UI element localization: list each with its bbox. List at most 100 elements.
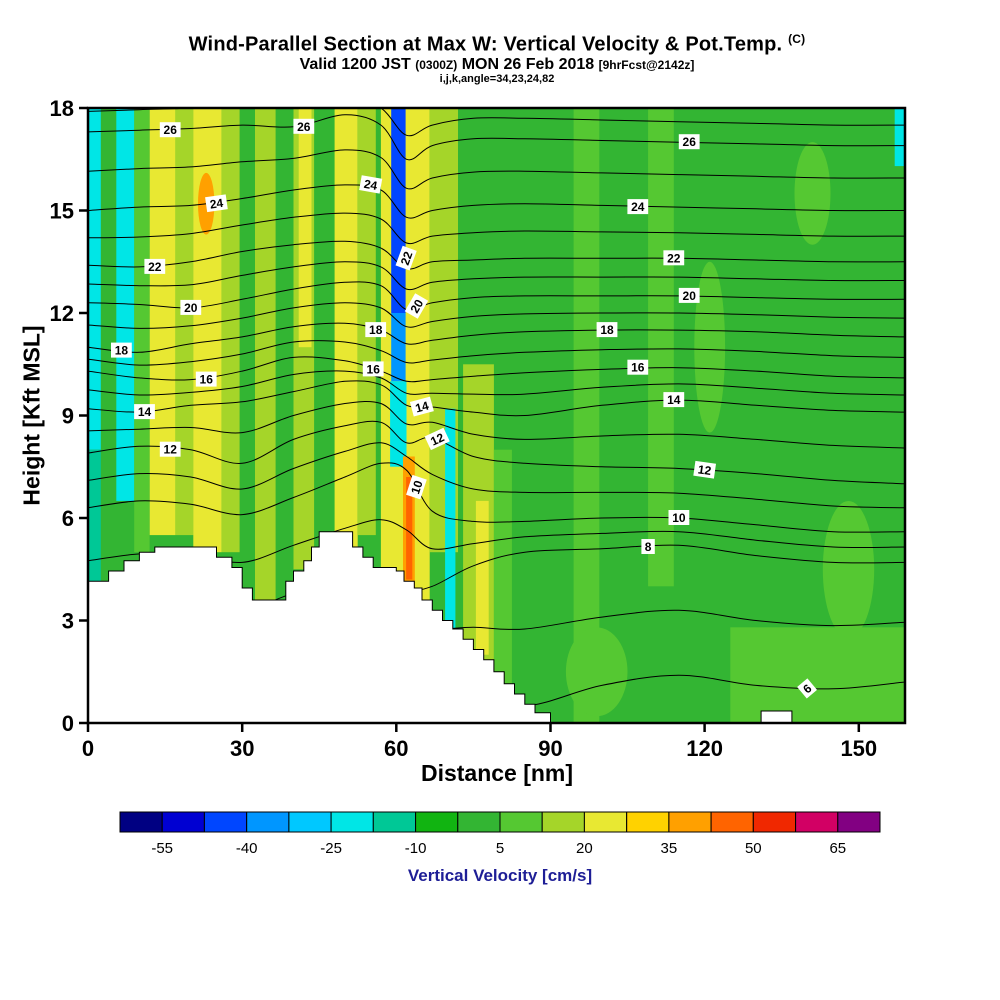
svg-text:18: 18 xyxy=(369,323,383,337)
vv-band xyxy=(493,449,512,723)
vv-blob xyxy=(565,627,628,717)
theta-contour xyxy=(88,356,905,383)
contour-label: 14 xyxy=(663,392,685,408)
vv-band xyxy=(88,108,101,450)
vv-band xyxy=(357,108,376,536)
theta-contour xyxy=(88,108,905,137)
colorbar-title: Vertical Velocity [cm/s] xyxy=(407,866,593,885)
colorbar-tick-label: -25 xyxy=(320,840,342,857)
vv-band xyxy=(88,449,101,604)
page-title: Wind-Parallel Section at Max W: Vertical… xyxy=(0,32,994,57)
colorbar-tick-label: 50 xyxy=(745,840,762,857)
vv-band xyxy=(334,108,358,553)
colorbar-segment xyxy=(161,811,205,833)
svg-text:16: 16 xyxy=(367,362,381,376)
svg-text:12: 12 xyxy=(697,462,712,478)
svg-text:14: 14 xyxy=(667,393,681,407)
colorbar-segment xyxy=(541,811,585,833)
colorbar-tick-label: -10 xyxy=(405,840,427,857)
theta-contour xyxy=(88,462,905,533)
vv-band xyxy=(255,108,276,604)
vv-band xyxy=(406,477,413,580)
valid-date: MON 26 Feb 2018 xyxy=(457,56,599,73)
colorbar-tick-label: 20 xyxy=(576,840,593,857)
contour-label: 20 xyxy=(180,299,202,315)
colorbar-segment xyxy=(246,811,290,833)
colorbar-segment xyxy=(330,811,374,833)
colorbar-tick-label: 35 xyxy=(661,840,678,857)
svg-text:12: 12 xyxy=(164,443,178,457)
y-tick-label: 3 xyxy=(62,609,74,634)
theta-contour xyxy=(88,400,905,449)
vv-band xyxy=(149,108,176,536)
colorbar-segment xyxy=(837,811,881,833)
svg-text:10: 10 xyxy=(672,511,686,525)
contour-label: 22 xyxy=(144,258,166,274)
colorbar-tick-label: -55 xyxy=(151,840,173,857)
svg-text:26: 26 xyxy=(164,123,178,137)
contour-label: 20 xyxy=(404,293,429,319)
valid-time-line: Valid 1200 JST (0300Z) MON 26 Feb 2018 [… xyxy=(0,56,994,74)
y-tick-label: 6 xyxy=(62,506,74,531)
colorbar-segment xyxy=(499,811,543,833)
contour-label: 14 xyxy=(409,396,434,417)
svg-text:22: 22 xyxy=(398,249,416,267)
colorbar-segment xyxy=(457,811,501,833)
colorbar-segment xyxy=(288,811,332,833)
plot-area: 26 24 22 20 18 16 14 12 26 24 22 20 18 16 14 12 10 26 24 22… xyxy=(88,108,905,723)
theta-contour xyxy=(88,442,905,509)
theta-contour xyxy=(88,370,905,396)
contour-label: 12 xyxy=(159,441,181,457)
theta-contour xyxy=(88,240,905,270)
svg-text:14: 14 xyxy=(414,398,431,415)
svg-text:22: 22 xyxy=(148,260,162,274)
svg-text:20: 20 xyxy=(184,301,198,315)
colorbar-segment xyxy=(710,811,754,833)
vv-blob xyxy=(822,501,875,638)
svg-text:26: 26 xyxy=(297,120,311,134)
vv-band xyxy=(894,108,905,167)
svg-text:24: 24 xyxy=(363,177,379,193)
y-tick-label: 18 xyxy=(50,96,74,121)
x-tick-label: 60 xyxy=(384,736,408,761)
vv-band xyxy=(116,108,135,501)
x-axis-title: Distance [nm] xyxy=(420,760,574,786)
terrain-patch xyxy=(760,710,793,723)
title-units: (C) xyxy=(788,32,806,46)
y-tick-label: 9 xyxy=(62,404,74,429)
contour-label: 8 xyxy=(641,539,655,554)
vv-band xyxy=(298,108,312,348)
valid-z-time: (0300Z) xyxy=(415,58,458,72)
vv-band xyxy=(730,627,905,723)
x-tick-label: 0 xyxy=(82,736,94,761)
contour-label: 26 xyxy=(678,134,700,150)
x-tick-label: 90 xyxy=(538,736,562,761)
contour-label: 24 xyxy=(627,199,649,215)
theta-contour xyxy=(88,149,905,190)
contour-label: 10 xyxy=(406,474,427,500)
svg-text:16: 16 xyxy=(631,361,645,375)
forecast-tag: [9hrFcst@2142z] xyxy=(598,58,695,72)
contour-label: 12 xyxy=(693,460,717,479)
contour-label: 6 xyxy=(797,678,818,699)
svg-text:18: 18 xyxy=(600,323,614,337)
y-tick-label: 15 xyxy=(50,199,74,224)
contour-label: 16 xyxy=(362,361,384,377)
contour-label: 22 xyxy=(395,245,417,271)
contour-label: 26 xyxy=(159,122,181,138)
theta-contour xyxy=(88,302,905,329)
contour-label: 20 xyxy=(678,287,700,303)
vv-band xyxy=(475,500,489,655)
theta-contour xyxy=(88,322,905,353)
colorbar-tick-label: 5 xyxy=(496,840,504,857)
svg-text:16: 16 xyxy=(200,373,214,387)
contour-label: 26 xyxy=(293,118,315,134)
contour-label: 22 xyxy=(663,250,685,266)
y-tick-label: 12 xyxy=(50,301,74,326)
contour-label: 16 xyxy=(627,359,649,375)
contour-label: 18 xyxy=(365,322,387,338)
y-axis-title: Height [Kft MSL] xyxy=(18,325,45,506)
vv-band xyxy=(648,108,674,587)
vv-band xyxy=(390,381,407,467)
svg-text:12: 12 xyxy=(428,430,446,448)
